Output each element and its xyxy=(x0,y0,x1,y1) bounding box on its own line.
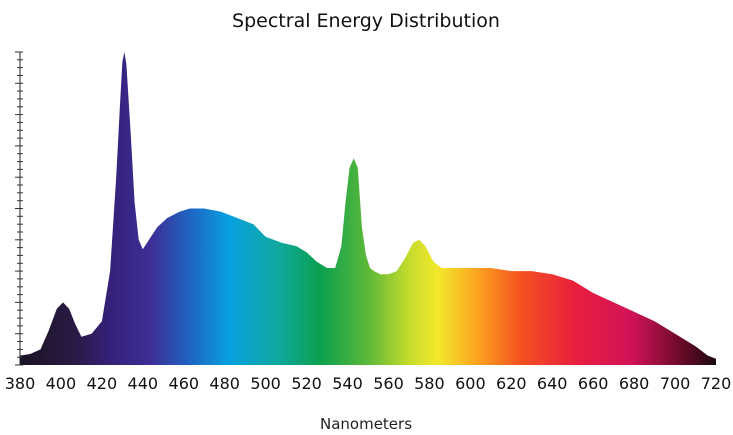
x-tick-label: 480 xyxy=(209,374,240,393)
x-tick-label: 400 xyxy=(46,374,77,393)
spectrum-area xyxy=(20,52,716,365)
x-axis-label: Nanometers xyxy=(320,415,412,433)
x-tick-label: 460 xyxy=(169,374,200,393)
y-axis xyxy=(15,51,23,366)
x-tick-label: 500 xyxy=(250,374,281,393)
x-tick-label: 440 xyxy=(128,374,159,393)
x-tick-label: 600 xyxy=(455,374,486,393)
x-tick-label: 640 xyxy=(537,374,568,393)
x-tick-label: 520 xyxy=(291,374,322,393)
x-tick-label: 420 xyxy=(87,374,118,393)
chart-title: Spectral Energy Distribution xyxy=(232,10,500,32)
x-tick-label: 680 xyxy=(619,374,650,393)
x-tick-label: 620 xyxy=(496,374,527,393)
plot-area xyxy=(20,52,716,365)
x-tick-label: 700 xyxy=(660,374,691,393)
x-tick-label: 660 xyxy=(578,374,609,393)
x-tick-label: 380 xyxy=(5,374,36,393)
x-tick-label: 580 xyxy=(414,374,445,393)
x-tick-label: 720 xyxy=(701,374,732,393)
x-axis-ticks: 380 400 420 440 460 480 500 520 540 560 580 600 620 6… xyxy=(5,374,732,393)
x-tick-label: 540 xyxy=(332,374,363,393)
x-tick-label: 560 xyxy=(373,374,404,393)
